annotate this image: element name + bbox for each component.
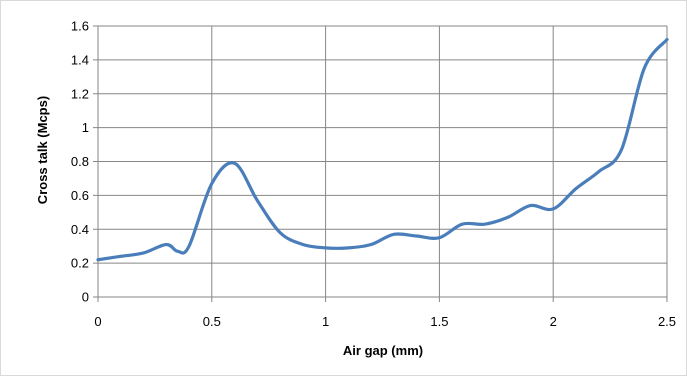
y-axis-title: Cross talk (Mcps) [35,96,50,204]
y-tick-label: 1.4 [71,52,89,67]
y-tick-label: 1.6 [71,19,89,34]
y-tick-label: 0.6 [71,188,89,203]
x-tick-label: 2 [550,314,557,329]
y-tick-label: 1 [82,120,89,135]
x-tick-label: 1.5 [430,314,448,329]
axes [93,25,668,302]
y-tick-label: 1.2 [71,86,89,101]
y-tick-label: 0.2 [71,256,89,271]
gridlines [98,25,668,297]
y-tick-label: 0.4 [71,222,89,237]
series-group [96,37,669,262]
x-tick-label: 1 [322,314,329,329]
x-tick-label: 2.5 [658,314,676,329]
y-tick-labels: 0 0.2 0.4 0.6 0.8 1 1.2 1.4 1.6 [71,19,89,305]
y-tick-label: 0.8 [71,154,89,169]
x-tick-label: 0 [94,314,101,329]
x-tick-label: 0.5 [203,314,221,329]
x-axis-title: Air gap (mm) [343,343,423,358]
series-line [96,37,669,262]
x-tick-labels: 0 0.5 1 1.5 2 2.5 [94,314,676,329]
y-tick-label: 0 [82,290,89,305]
